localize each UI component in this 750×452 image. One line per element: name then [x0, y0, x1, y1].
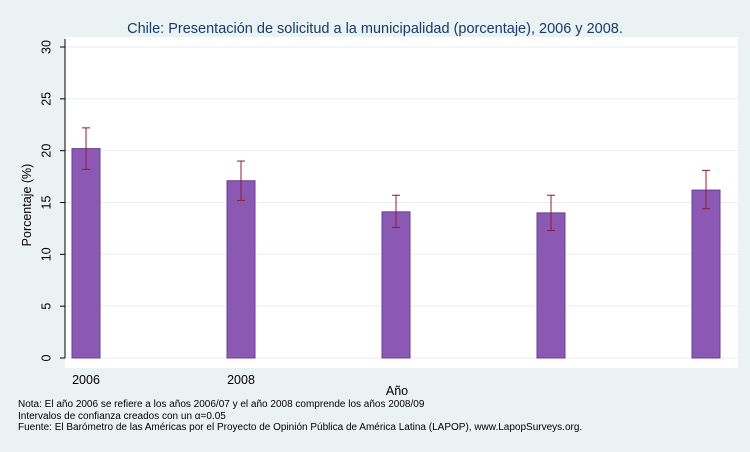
y-tick-label: 0	[39, 354, 53, 361]
bar	[226, 180, 256, 359]
chart-svg: 0 5 10 15 20 25 30 2006 2008 Chile: Presentació…	[20, 21, 738, 398]
y-axis-label: Porcentaje (%)	[20, 164, 34, 247]
x-axis-label: Año	[386, 384, 408, 398]
notes: Nota: El año 2006 se refiere a los años …	[18, 399, 582, 434]
y-tick-label: 15	[39, 196, 53, 210]
y-tick-label: 20	[39, 144, 53, 158]
bar	[691, 189, 721, 359]
y-tick-label: 30	[39, 40, 53, 54]
bars	[71, 148, 721, 359]
chart-title: Chile: Presentación de solicitud a la mu…	[127, 21, 623, 37]
bar	[536, 212, 566, 359]
bar	[71, 148, 101, 359]
x-tick-label: 2008	[227, 373, 255, 387]
x-axis: 2006 2008	[72, 373, 255, 387]
y-tick-label: 5	[39, 303, 53, 310]
bar	[381, 211, 411, 359]
note-line-2: Intervalos de confianza creados con un α…	[18, 410, 226, 422]
y-tick-label: 10	[39, 247, 53, 261]
y-axis: 0 5 10 15 20 25 30	[39, 39, 66, 361]
y-tick-label: 25	[39, 92, 53, 106]
x-tick-label: 2006	[72, 373, 100, 387]
error-bars	[82, 127, 710, 231]
note-line-1: Nota: El año 2006 se refiere a los años …	[18, 399, 425, 410]
source-line: Fuente: El Barómetro de las Américas por…	[18, 422, 583, 433]
